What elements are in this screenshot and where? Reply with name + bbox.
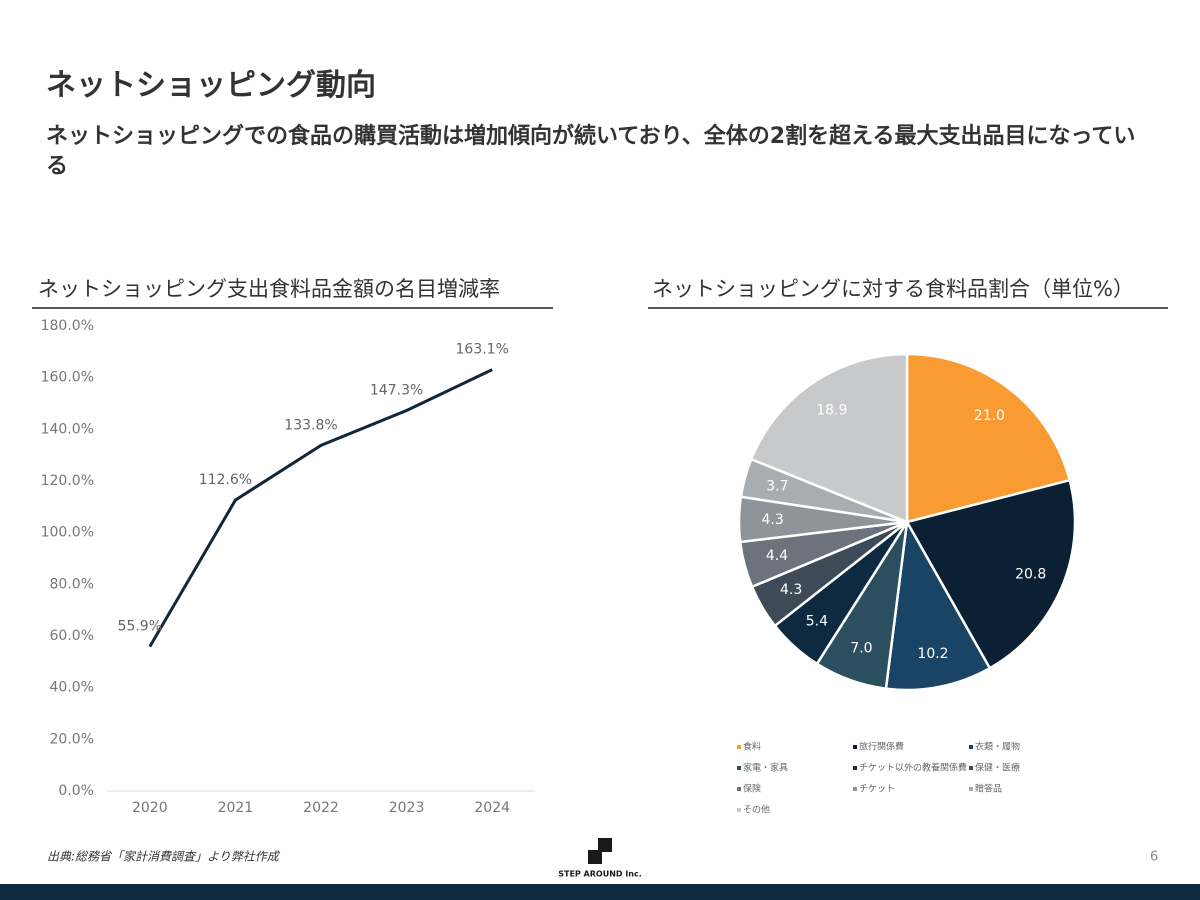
legend-label: 保険 bbox=[743, 783, 761, 795]
chart-title: ネットショッピング支出食料品金額の名目増減率 bbox=[38, 277, 500, 301]
legend-swatch bbox=[853, 745, 857, 749]
slide-subtitle: ネットショッピングでの食品の購買活動は増加傾向が続いており、全体の2割を超える最… bbox=[46, 124, 1136, 179]
y-tick-label: 140.0% bbox=[41, 421, 94, 437]
pie-slice bbox=[884, 518, 992, 692]
data-label: 4.3 bbox=[780, 582, 802, 598]
legend-swatch bbox=[969, 787, 973, 791]
data-label: 20.8 bbox=[1015, 567, 1046, 583]
data-label: 4.4 bbox=[766, 548, 788, 564]
legend-swatch bbox=[737, 787, 741, 791]
pie-slice bbox=[905, 352, 1072, 524]
data-label: 163.1% bbox=[456, 342, 509, 358]
y-tick-label: 40.0% bbox=[50, 680, 94, 696]
legend-label: 保健・医療 bbox=[975, 762, 1020, 774]
legend-swatch bbox=[737, 808, 741, 812]
legend-swatch bbox=[737, 766, 741, 770]
page-number: 6 bbox=[1150, 850, 1158, 865]
legend-label: 旅行関係費 bbox=[859, 741, 904, 753]
y-tick-label: 60.0% bbox=[50, 628, 94, 644]
data-label: 7.0 bbox=[850, 640, 872, 656]
data-label: 18.9 bbox=[816, 403, 847, 419]
source: 出典:総務省「家計消費調査」より弊社作成 bbox=[47, 850, 281, 864]
legend-label: 贈答品 bbox=[975, 783, 1002, 795]
logo-text: STEP AROUND Inc. bbox=[558, 870, 642, 879]
x-tick-label: 2021 bbox=[218, 800, 254, 816]
legend-swatch bbox=[853, 766, 857, 770]
legend-label: チケット以外の教養関係費 bbox=[859, 762, 967, 774]
data-label: 21.0 bbox=[974, 408, 1005, 424]
slide-title: ネットショッピング動向 bbox=[46, 68, 376, 103]
y-tick-label: 0.0% bbox=[58, 783, 94, 799]
legend-label: その他 bbox=[743, 804, 770, 816]
data-label: 133.8% bbox=[284, 417, 337, 433]
logo-mark bbox=[588, 850, 602, 864]
legend-swatch bbox=[853, 787, 857, 791]
y-tick-label: 100.0% bbox=[41, 525, 94, 541]
data-label: 147.3% bbox=[370, 382, 423, 398]
y-tick-label: 80.0% bbox=[50, 576, 94, 592]
legend-label: 家電・家具 bbox=[743, 762, 788, 774]
legend-swatch bbox=[969, 766, 973, 770]
x-tick-label: 2024 bbox=[474, 800, 510, 816]
legend-swatch bbox=[737, 745, 741, 749]
y-tick-label: 120.0% bbox=[41, 473, 94, 489]
y-tick-label: 160.0% bbox=[41, 370, 94, 386]
data-label: 10.2 bbox=[917, 646, 948, 662]
data-label: 55.9% bbox=[118, 619, 162, 635]
data-label: 4.3 bbox=[761, 512, 783, 528]
legend-label: 衣類・履物 bbox=[975, 741, 1020, 753]
legend-label: チケット bbox=[859, 784, 895, 795]
footer-bar bbox=[0, 884, 1200, 900]
x-tick-label: 2022 bbox=[303, 800, 339, 816]
legend-label: 食料 bbox=[743, 741, 761, 753]
legend-swatch bbox=[969, 745, 973, 749]
logo-mark bbox=[598, 838, 612, 852]
data-label: 112.6% bbox=[199, 472, 252, 488]
pie-slice bbox=[905, 478, 1077, 670]
chart-title: ネットショッピングに対する食料品割合（単位%） bbox=[652, 277, 1134, 301]
x-tick-label: 2023 bbox=[389, 800, 425, 816]
y-tick-label: 20.0% bbox=[50, 731, 94, 747]
y-tick-label: 180.0% bbox=[41, 318, 94, 334]
data-label: 5.4 bbox=[806, 614, 828, 630]
data-label: 3.7 bbox=[766, 479, 788, 495]
x-tick-label: 2020 bbox=[132, 800, 168, 816]
pie-slice bbox=[749, 352, 909, 524]
line bbox=[148, 368, 493, 648]
